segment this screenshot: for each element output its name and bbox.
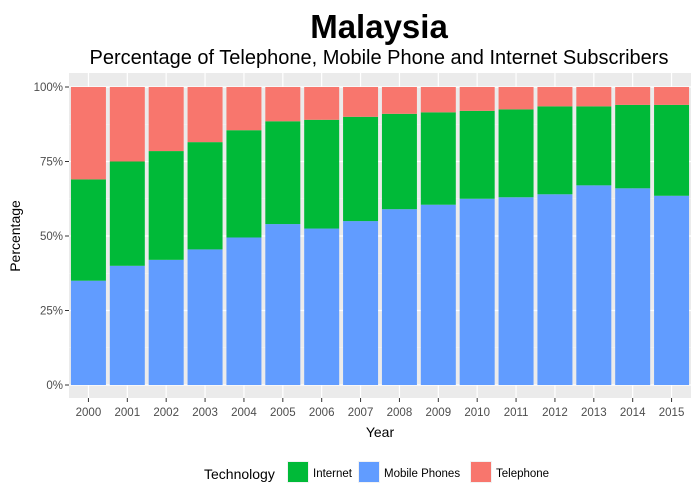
chart-subtitle: Percentage of Telephone, Mobile Phone an… (90, 47, 669, 69)
legend-label-mobile-phones: Mobile Phones (384, 468, 460, 480)
bar-mobile-phones-2012 (537, 194, 573, 385)
legend: Technology Internet Mobile Phones Telephon… (204, 461, 549, 483)
legend-label-telephone: Telephone (496, 468, 549, 480)
bar-internet-2000 (70, 179, 106, 281)
y-tick-label: 75% (40, 157, 63, 169)
x-tick-label: 2009 (426, 407, 452, 419)
x-tick-label: 2011 (504, 407, 529, 419)
bar-telephone-2007 (343, 87, 379, 117)
x-tick-label: 2001 (115, 407, 141, 419)
bar-mobile-phones-2003 (187, 249, 223, 385)
bar-telephone-2004 (226, 87, 262, 131)
bar-mobile-phones-2005 (265, 224, 301, 385)
bar-mobile-phones-2013 (576, 185, 612, 385)
y-axis-title: Percentage (7, 200, 23, 272)
legend-swatch-mobile-phones (359, 462, 379, 482)
bar-telephone-2013 (576, 87, 612, 107)
bar-mobile-phones-2007 (343, 221, 379, 385)
bar-internet-2006 (304, 119, 340, 229)
bar-telephone-2011 (498, 87, 534, 110)
bar-mobile-phones-2001 (109, 265, 145, 385)
bar-mobile-phones-2002 (148, 259, 184, 385)
chart-title: Malaysia (310, 8, 448, 45)
bar-mobile-phones-2000 (70, 280, 106, 385)
y-tick-label: 100% (34, 82, 63, 94)
bar-internet-2010 (459, 110, 495, 199)
bar-internet-2012 (537, 106, 573, 195)
x-tick-label: 2010 (464, 407, 490, 419)
bar-internet-2014 (615, 104, 651, 189)
y-tick-label: 50% (40, 231, 63, 243)
bar-internet-2004 (226, 130, 262, 238)
bar-internet-2013 (576, 106, 612, 186)
x-tick-label: 2008 (387, 407, 413, 419)
bar-telephone-2015 (654, 87, 690, 105)
y-axis: 0% 25% 50% 75% 100% (34, 82, 69, 392)
bar-mobile-phones-2006 (304, 228, 340, 385)
bar-telephone-2003 (187, 87, 223, 143)
bar-telephone-2010 (459, 87, 495, 111)
bar-mobile-phones-2015 (654, 195, 690, 385)
bar-telephone-2005 (265, 87, 301, 122)
bar-internet-2009 (420, 112, 456, 205)
bar-mobile-phones-2010 (459, 198, 495, 385)
bar-mobile-phones-2004 (226, 237, 262, 385)
x-tick-label: 2006 (309, 407, 335, 419)
bar-internet-2015 (654, 104, 690, 196)
bar-mobile-phones-2011 (498, 197, 534, 385)
x-tick-label: 2007 (348, 407, 374, 419)
bar-telephone-2012 (537, 87, 573, 107)
x-tick-label: 2002 (153, 407, 179, 419)
x-axis-title: Year (366, 424, 395, 440)
bar-internet-2003 (187, 142, 223, 250)
legend-swatch-telephone (471, 462, 491, 482)
bar-telephone-2002 (148, 87, 184, 152)
bar-telephone-2014 (615, 87, 651, 105)
x-tick-label: 2005 (270, 407, 296, 419)
y-tick-label: 25% (40, 306, 63, 318)
y-tick-label: 0% (46, 380, 63, 392)
legend-title: Technology (204, 466, 275, 482)
legend-label-internet: Internet (313, 468, 353, 480)
bar-mobile-phones-2014 (615, 188, 651, 385)
x-tick-label: 2000 (76, 407, 102, 419)
legend-swatch-internet (288, 462, 308, 482)
x-tick-label: 2004 (231, 407, 257, 419)
bar-telephone-2001 (109, 87, 145, 162)
bar-telephone-2009 (420, 87, 456, 113)
x-axis: 2000 2001 2002 2003 2004 2005 2006 2007 2008 2009… (76, 398, 685, 419)
bar-internet-2001 (109, 161, 145, 266)
bar-internet-2002 (148, 151, 184, 260)
bar-internet-2008 (381, 113, 417, 210)
x-tick-label: 2013 (581, 407, 607, 419)
bar-telephone-2000 (70, 87, 106, 180)
x-tick-label: 2015 (659, 407, 685, 419)
bar-mobile-phones-2008 (381, 209, 417, 385)
bars (70, 87, 690, 385)
bar-internet-2005 (265, 121, 301, 225)
bar-telephone-2008 (381, 87, 417, 114)
bar-internet-2007 (343, 116, 379, 222)
bar-telephone-2006 (304, 87, 340, 120)
bar-mobile-phones-2009 (420, 204, 456, 385)
x-tick-label: 2003 (192, 407, 218, 419)
x-tick-label: 2014 (620, 407, 646, 419)
x-tick-label: 2012 (542, 407, 568, 419)
bar-internet-2011 (498, 109, 534, 198)
